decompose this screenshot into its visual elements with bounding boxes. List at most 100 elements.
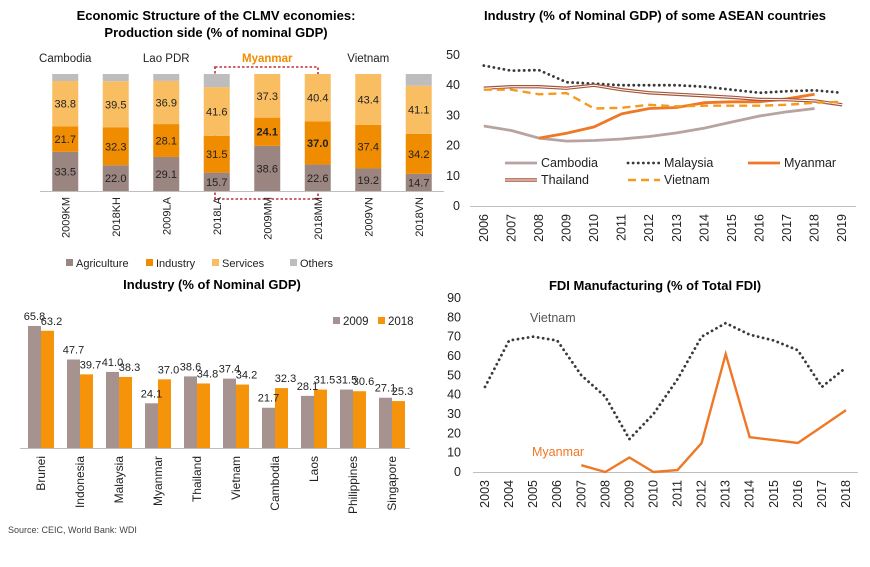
x-tick-label: 2014 xyxy=(743,480,757,508)
bar-services xyxy=(102,81,129,128)
category-label: Brunei xyxy=(34,456,48,491)
group-label: Cambodia xyxy=(39,53,92,65)
bar-2018 xyxy=(158,379,171,448)
chart-title: Industry (% of Nominal GDP) of some ASEA… xyxy=(484,8,826,23)
data-label: 41.1 xyxy=(408,105,429,117)
chart-subtitle: Production side (% of nominal GDP) xyxy=(104,25,327,40)
data-label: 31.5 xyxy=(206,149,227,161)
data-label: 63.2 xyxy=(41,316,62,328)
data-label: 34.8 xyxy=(197,368,218,380)
bar-services xyxy=(153,80,180,125)
category-label: Thailand xyxy=(190,456,204,502)
legend-label: Malaysia xyxy=(664,156,713,170)
data-label: 31.5 xyxy=(336,375,357,387)
category-label: 2018VN xyxy=(414,197,426,237)
x-tick-label: 2011 xyxy=(671,480,685,507)
x-tick-label: 2013 xyxy=(719,480,733,508)
bar-services xyxy=(52,81,79,127)
bar-2018 xyxy=(41,330,54,448)
x-tick-label: 2015 xyxy=(767,480,781,508)
legend-swatch xyxy=(146,259,153,266)
category-label: 2018MM xyxy=(313,197,325,240)
bar-industry xyxy=(254,117,281,146)
bar-industry xyxy=(355,124,382,169)
series-line-cambodia xyxy=(483,107,815,143)
source-note: Source: CEIC, World Bank: WDI xyxy=(8,525,137,535)
category-label: 2018LA xyxy=(212,196,224,235)
data-label: 21.7 xyxy=(55,134,76,146)
legend-label: Vietnam xyxy=(664,173,710,187)
bar-industry xyxy=(203,135,230,173)
bar-industry xyxy=(102,127,129,166)
data-label: 43.4 xyxy=(358,94,379,106)
x-tick-label: 2018 xyxy=(808,214,822,242)
dashboard-canvas: Economic Structure of the CLMV economies… xyxy=(20,8,858,514)
data-label: 38.8 xyxy=(55,99,76,111)
x-tick-label: 2007 xyxy=(574,480,588,508)
data-label: 41.0 xyxy=(102,357,123,369)
bar-others xyxy=(203,74,230,88)
bar-services xyxy=(304,74,331,122)
bar-2018 xyxy=(353,391,366,448)
x-tick-label: 2011 xyxy=(615,214,629,241)
y-tick-label: 30 xyxy=(447,407,461,421)
x-tick-label: 2006 xyxy=(550,480,564,508)
y-tick-label: 70 xyxy=(447,330,461,344)
bar-agriculture xyxy=(203,172,230,191)
bar-2009 xyxy=(301,395,314,448)
bar-2009 xyxy=(379,397,392,448)
data-label: 22.6 xyxy=(307,173,328,185)
bar-2018 xyxy=(392,401,405,448)
bar-2009 xyxy=(145,403,158,448)
category-label: Myanmar xyxy=(151,456,165,506)
x-tick-label: 2008 xyxy=(598,480,612,508)
data-label: 21.7 xyxy=(258,393,279,405)
data-label: 40.4 xyxy=(307,93,328,105)
category-label: Singapore xyxy=(385,456,399,511)
data-label: 38.6 xyxy=(180,361,201,373)
data-label: 15.7 xyxy=(206,177,227,189)
bar-agriculture xyxy=(304,164,331,191)
data-label: 37.4 xyxy=(358,142,379,154)
data-label: 39.7 xyxy=(80,359,101,371)
category-label: 2009LA xyxy=(161,196,173,235)
bar-agriculture xyxy=(153,156,180,191)
legend-swatch xyxy=(212,259,219,266)
x-tick-label: 2009 xyxy=(560,214,574,242)
y-tick-label: 0 xyxy=(454,465,461,479)
x-tick-label: 2013 xyxy=(670,214,684,242)
y-tick-label: 80 xyxy=(447,310,461,324)
bar-2018 xyxy=(197,383,210,448)
series-line-myanmar xyxy=(580,349,847,474)
bar-2009 xyxy=(106,371,119,448)
series-line-malaysia xyxy=(482,64,844,95)
x-tick-label: 2008 xyxy=(532,214,546,242)
data-label: 37.0 xyxy=(307,138,328,150)
bar-others xyxy=(52,74,79,82)
legend-label: 2009 xyxy=(343,316,369,328)
industry-bar-chart: Industry (% of Nominal GDP) 65.863.2 Brun… xyxy=(20,277,414,514)
category-label: 2009KM xyxy=(60,197,72,238)
x-tick-label: 2019 xyxy=(835,214,849,242)
y-tick-label: 10 xyxy=(447,446,461,460)
data-label: 22.0 xyxy=(105,173,126,185)
y-tick-label: 40 xyxy=(446,78,460,92)
x-tick-label: 2003 xyxy=(478,480,492,508)
data-label: 38.6 xyxy=(257,163,278,175)
bar-2009 xyxy=(340,389,353,448)
bar-agriculture xyxy=(102,165,129,191)
legend-swatch xyxy=(66,259,73,266)
data-label: 34.2 xyxy=(408,149,429,161)
x-tick-label: 2016 xyxy=(791,480,805,508)
x-tick-label: 2009 xyxy=(622,480,636,508)
category-label: Indonesia xyxy=(73,456,87,508)
bar-2009 xyxy=(67,359,80,448)
y-tick-label: 10 xyxy=(446,169,460,183)
data-label: 32.3 xyxy=(275,373,296,385)
data-label: 41.6 xyxy=(206,106,227,118)
y-tick-label: 60 xyxy=(447,349,461,363)
data-label: 28.1 xyxy=(156,136,177,148)
bar-2018 xyxy=(80,374,93,448)
legend-swatch xyxy=(333,317,340,324)
data-label: 38.3 xyxy=(119,362,140,374)
